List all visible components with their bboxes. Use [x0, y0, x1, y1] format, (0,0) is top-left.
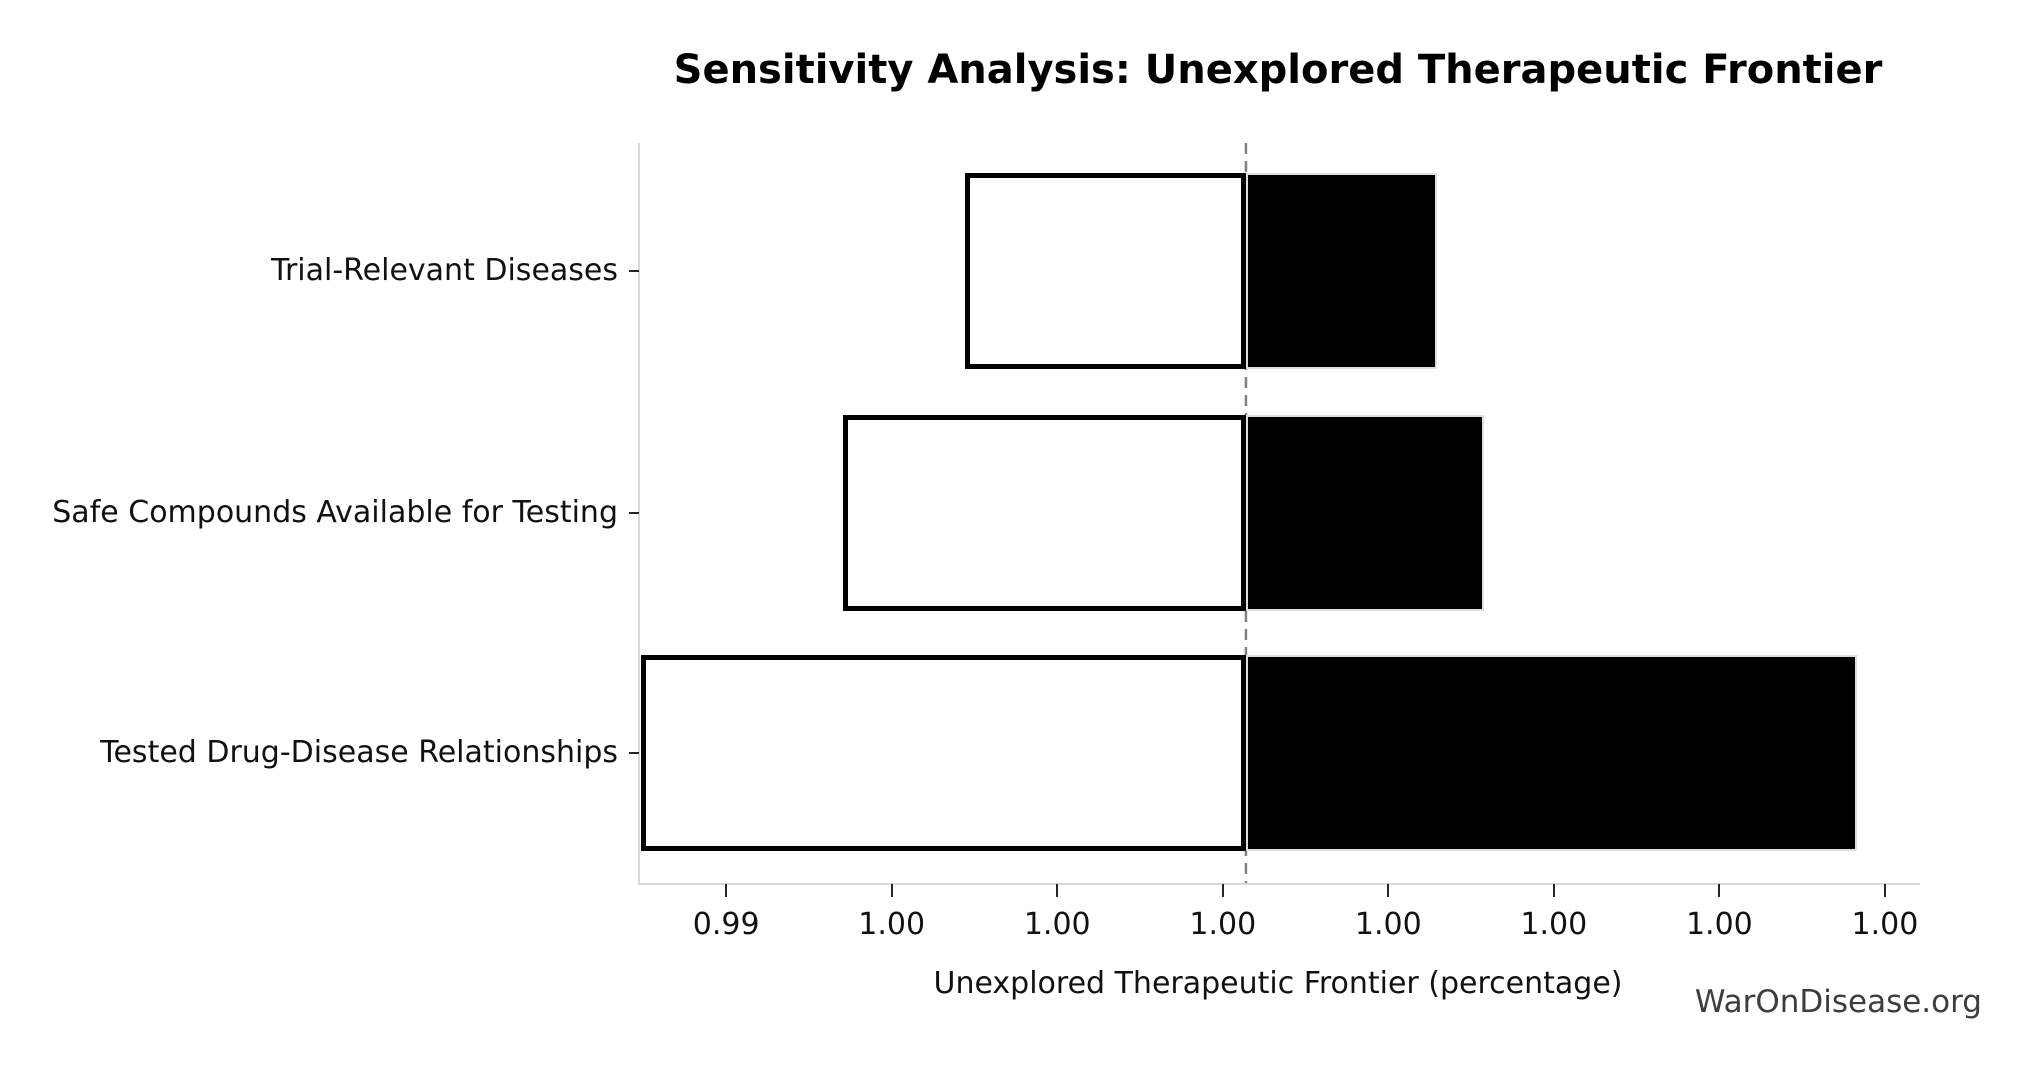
- x-tick-1: [890, 884, 893, 897]
- x-tick-label-4: 1.00: [1354, 907, 1422, 942]
- x-tick-0: [725, 884, 728, 897]
- y-category-label-0: Trial-Relevant Diseases: [271, 252, 618, 288]
- x-tick-4: [1387, 884, 1390, 897]
- x-tick-label-5: 1.00: [1520, 907, 1588, 942]
- y-tick-1: [629, 511, 639, 514]
- x-tick-label-6: 1.00: [1685, 907, 1753, 942]
- tornado-bar-high-0: [1245, 172, 1437, 369]
- tornado-bar-high-2: [1245, 655, 1858, 851]
- x-axis-title: Unexplored Therapeutic Frontier (percent…: [933, 966, 1623, 1001]
- y-category-label-2: Tested Drug-Disease Relationships: [100, 735, 618, 770]
- y-tick-0: [629, 269, 639, 272]
- chart-title: Sensitivity Analysis: Unexplored Therape…: [673, 47, 1883, 93]
- tornado-bar-low-1: [843, 414, 1246, 611]
- x-tick-label-0: 0.99: [692, 907, 760, 942]
- x-tick-label-7: 1.00: [1851, 907, 1919, 942]
- tornado-bar-low-2: [641, 655, 1246, 851]
- y-axis-spine: [638, 143, 640, 885]
- x-tick-6: [1718, 884, 1721, 897]
- x-tick-label-1: 1.00: [858, 907, 926, 942]
- watermark-text: WarOnDisease.org: [1694, 984, 1982, 1020]
- x-tick-label-2: 1.00: [1023, 907, 1091, 942]
- y-tick-2: [629, 752, 639, 754]
- x-tick-2: [1056, 884, 1059, 897]
- y-category-label-1: Safe Compounds Available for Testing: [52, 494, 618, 530]
- tornado-bar-high-1: [1245, 414, 1485, 611]
- x-tick-3: [1221, 884, 1224, 897]
- x-tick-label-3: 1.00: [1189, 907, 1257, 942]
- x-tick-7: [1883, 884, 1886, 897]
- x-axis-spine: [638, 883, 1920, 885]
- x-tick-5: [1552, 884, 1555, 897]
- tornado-bar-low-0: [964, 172, 1246, 369]
